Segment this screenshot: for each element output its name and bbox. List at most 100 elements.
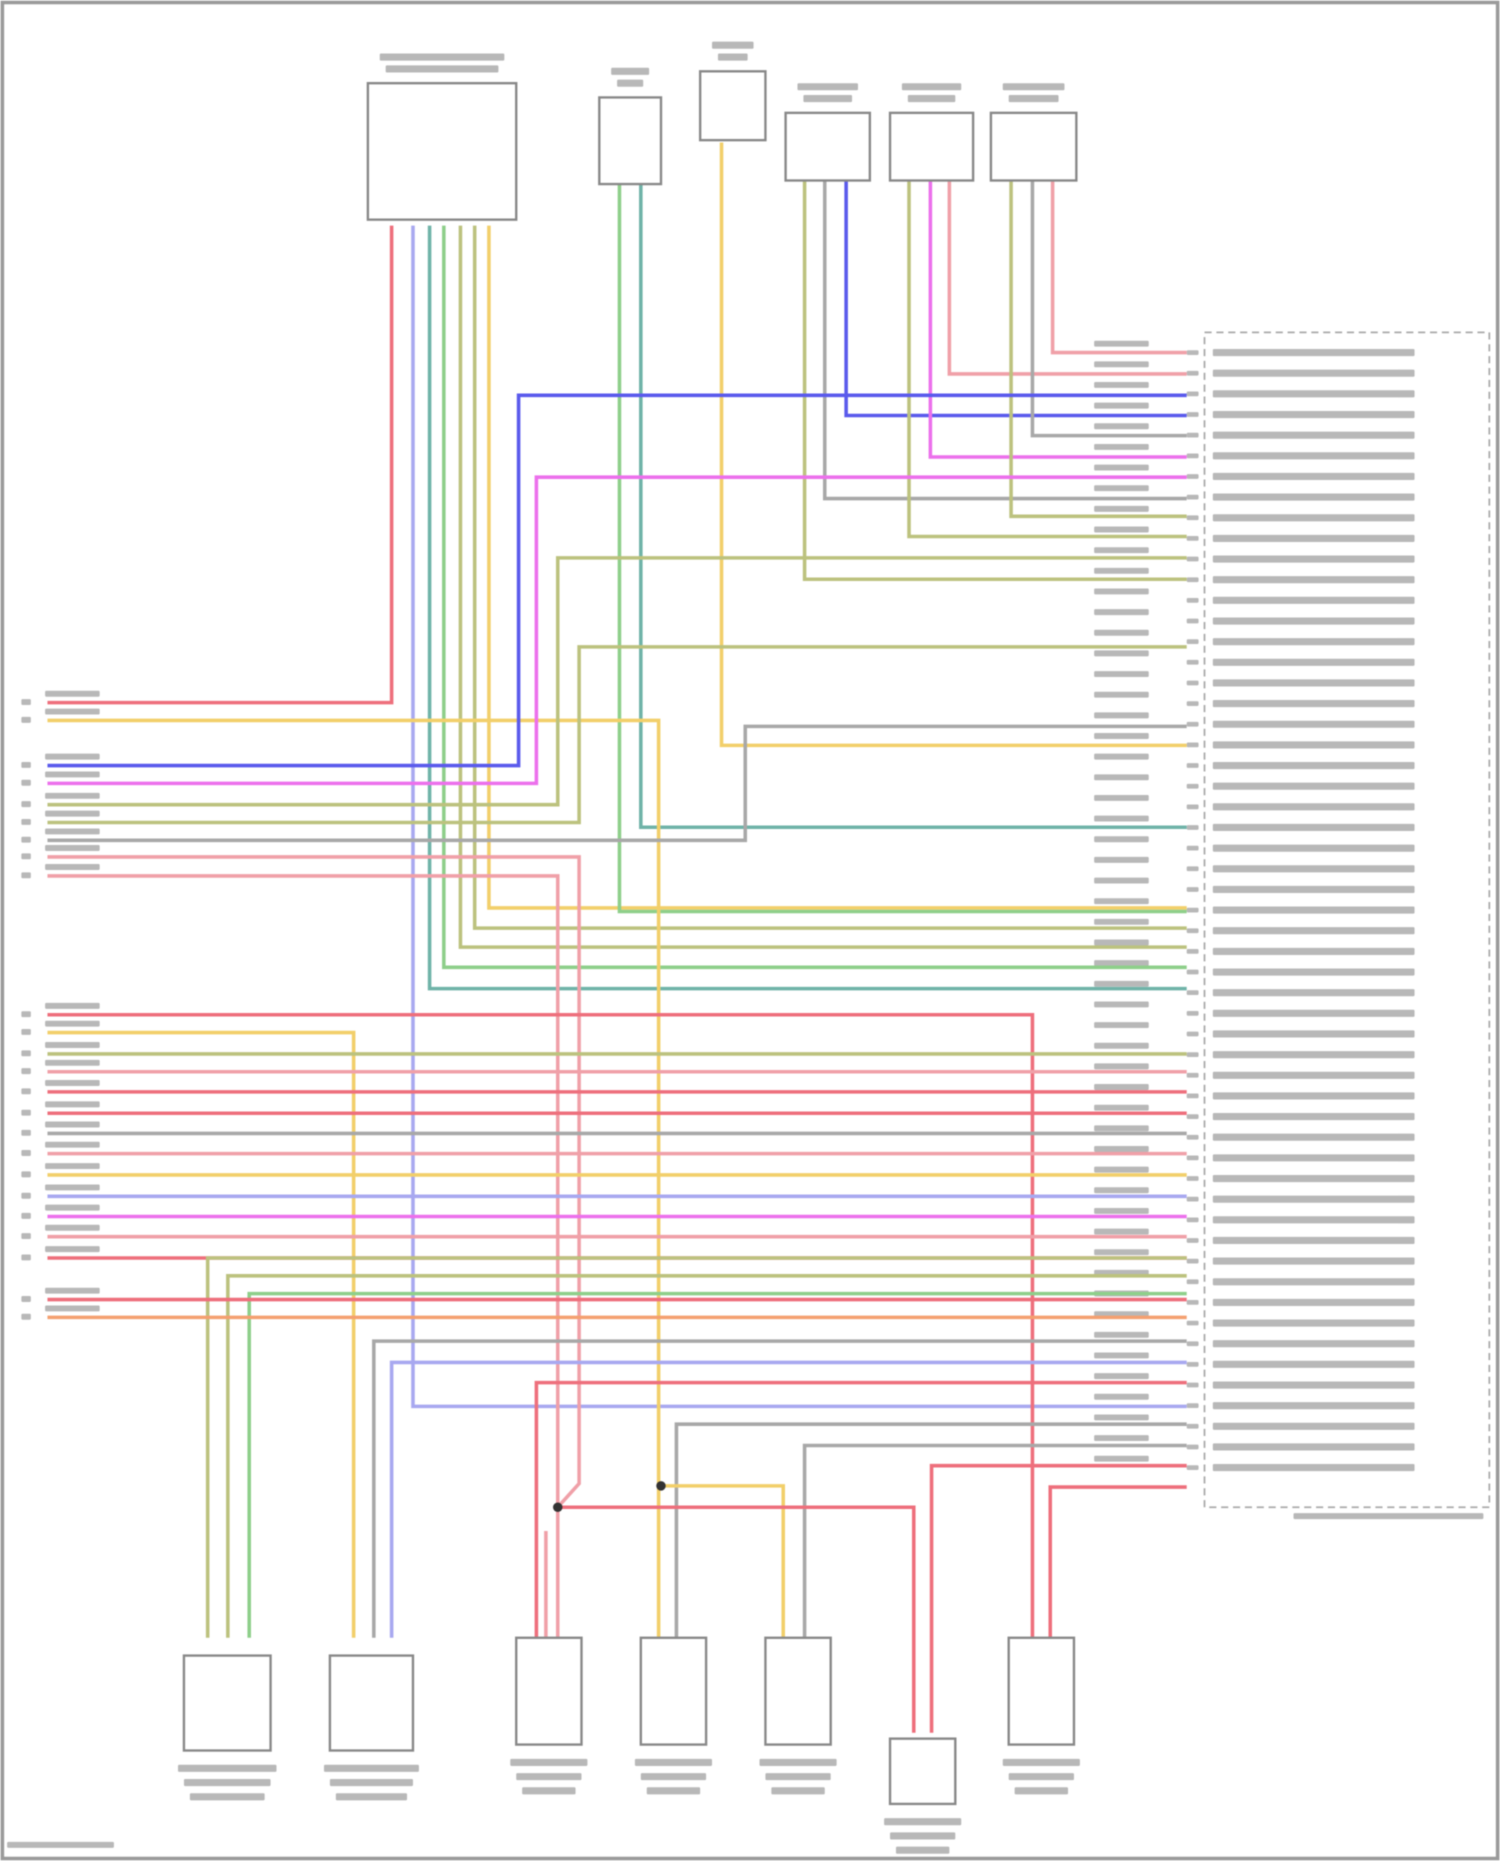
label-mark [1186,536,1199,541]
label-mark [1094,629,1149,636]
label-mark [617,79,644,87]
label-mark [1094,443,1149,450]
label-mark [1212,803,1415,811]
top-component [366,82,518,221]
label-mark [1186,350,1199,355]
label-mark [21,1011,31,1018]
label-mark [803,95,853,103]
splice-dot [553,1502,563,1512]
bottom-component [639,1636,708,1746]
label-mark [21,1192,31,1199]
label-mark [1094,794,1149,801]
label-mark [1186,825,1199,830]
label-mark [1212,493,1415,501]
label-mark [1186,928,1199,934]
label-mark [1094,464,1149,471]
label-mark [45,1080,100,1086]
label-mark [45,1059,100,1066]
label-mark [1212,1113,1415,1121]
wire [47,1030,356,1638]
label-mark [21,853,31,860]
label-mark [1094,361,1149,368]
label-mark [45,753,100,760]
label-mark [1186,1134,1199,1140]
wires [47,142,1187,1733]
bottom-component [182,1654,272,1752]
label-mark [1212,741,1415,749]
label-mark [21,836,31,843]
label-mark [1186,1196,1199,1202]
wire [442,225,1187,970]
label-mark [1094,1022,1149,1029]
bottom-component [1007,1636,1076,1746]
label-mark [1186,804,1199,810]
label-mark [640,1773,707,1781]
label-mark [1094,1393,1149,1400]
label-mark [1186,391,1199,397]
label-mark [1186,597,1199,603]
label-mark [21,1150,31,1156]
label-mark [1094,836,1149,843]
wire [1050,178,1187,355]
wire [487,225,1187,910]
label-mark [1186,1341,1199,1347]
label-mark [712,41,754,49]
label-mark [1186,639,1199,645]
label-mark [1094,1001,1149,1008]
label-mark [901,83,962,91]
label-mark [1014,1787,1069,1795]
label-mark [1186,680,1199,686]
wire [47,225,394,705]
label-mark [1094,712,1149,719]
label-mark [45,1020,100,1027]
label-mark [1212,658,1415,666]
top-component [598,96,663,186]
label-mark [1186,1155,1199,1161]
label-mark [1094,567,1149,574]
label-mark [1212,989,1415,997]
label-mark [1094,485,1149,492]
label-mark [611,67,650,75]
label-mark [1212,1464,1415,1472]
label-mark [1212,390,1415,398]
label-mark [1094,1166,1149,1173]
label-mark [1212,761,1415,770]
label-mark [189,1793,265,1801]
wire [472,225,1187,930]
label-mark [1212,906,1415,914]
label-mark [21,1233,31,1240]
label-mark [1212,1402,1415,1410]
label-mark [895,1846,950,1854]
label-mark [1094,918,1149,925]
label-mark [1212,1360,1415,1368]
top-component [784,111,872,182]
label-mark [1186,1403,1199,1409]
wire [639,184,1187,830]
label-mark [1212,1154,1415,1162]
label-mark [1186,1238,1199,1243]
label-mark [45,1287,100,1294]
label-mark [1002,1758,1080,1766]
label-mark [1002,83,1065,91]
label-mark [45,845,100,851]
label-mark [1186,453,1199,459]
label-mark [21,699,31,706]
wire [47,393,1187,768]
label-mark [1212,927,1415,935]
label-mark [1212,1092,1415,1100]
label-mark [1212,1443,1415,1451]
label-mark [1094,505,1149,512]
label-mark [759,1758,837,1766]
wire [719,142,1187,748]
label-mark [1008,1773,1074,1781]
label-mark [1094,402,1149,409]
label-mark [1094,1249,1149,1256]
label-mark [21,1296,31,1302]
label-mark [1212,576,1415,584]
label-mark [45,1224,100,1231]
label-mark [183,1778,271,1787]
label-mark [1212,823,1415,832]
wire [617,184,1187,914]
label-mark [1212,1195,1415,1203]
label-mark [1094,877,1149,884]
